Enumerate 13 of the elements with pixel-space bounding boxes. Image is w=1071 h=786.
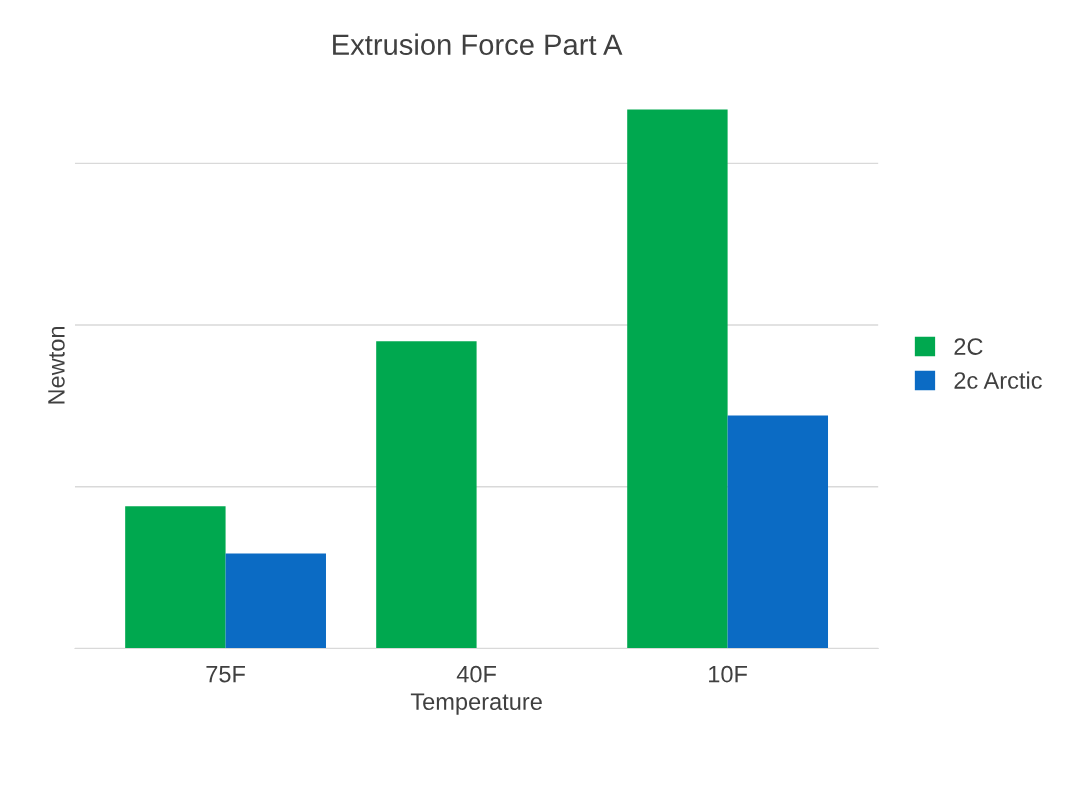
legend-label: 2c Arctic (954, 371, 1042, 389)
bar (627, 109, 728, 649)
chart-title: Extrusion Force Part A (333, 33, 623, 56)
y-axis-title: Newton (48, 326, 65, 404)
bar (376, 341, 477, 649)
legend-label: 2C (954, 338, 983, 355)
bar (125, 506, 226, 649)
bar (225, 553, 326, 649)
x-tick-label: 75F (206, 665, 245, 683)
x-tick-label: 10F (709, 665, 748, 683)
x-axis-title: Temperature (410, 693, 542, 715)
x-tick-label: 40F (456, 665, 496, 683)
bar (727, 415, 829, 649)
